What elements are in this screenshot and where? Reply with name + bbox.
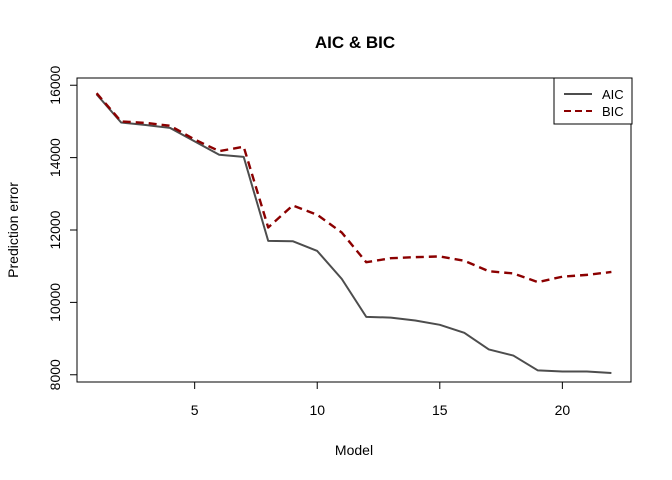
legend-label-aic: AIC [602, 87, 624, 102]
plot-frame [76, 77, 632, 383]
legend-label-bic: BIC [602, 104, 624, 119]
y-tick-label: 14000 [47, 138, 63, 177]
y-tick-label: 8000 [47, 359, 63, 390]
series-layer [95, 92, 612, 374]
legend-box [553, 77, 633, 125]
y-axis: 8000 10000 12000 14000 16000 [47, 66, 77, 390]
y-tick-label: 12000 [47, 210, 63, 249]
x-axis-label: Model [335, 442, 373, 458]
y-tick-label: 10000 [47, 283, 63, 322]
series-line-bic [95, 92, 612, 284]
x-tick-label: 5 [191, 402, 199, 418]
y-tick-label: 16000 [47, 66, 63, 105]
y-axis-label: Prediction error [5, 182, 21, 278]
chart-title: AIC & BIC [315, 33, 395, 52]
series-line-aic [95, 93, 612, 374]
legend: AIC BIC [553, 77, 633, 125]
x-tick-label: 10 [309, 402, 325, 418]
x-axis: 5 10 15 20 [191, 382, 571, 418]
x-tick-label: 20 [555, 402, 571, 418]
x-tick-label: 15 [432, 402, 448, 418]
